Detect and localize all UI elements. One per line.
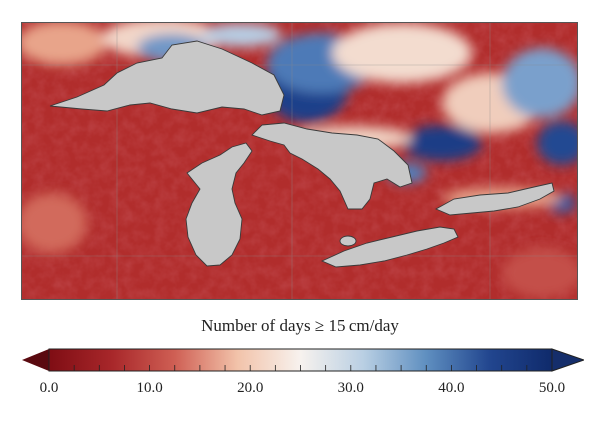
colorbar-tick-label: 20.0 (237, 380, 264, 396)
colorbar-tick-label: 10.0 (136, 380, 163, 396)
lake-ontario (434, 182, 555, 216)
colorbar-title: Number of days ≥ 15 cm/day (201, 316, 399, 335)
colorbar-extend-min-arrow (22, 349, 49, 371)
lakes (49, 40, 555, 268)
colorbar-extend-max-arrow (551, 348, 584, 372)
colorbar-tick-label: 40.0 (438, 380, 465, 396)
lake-erie (320, 226, 459, 268)
lake-superior (49, 40, 285, 116)
colorbar-tick-label: 50.0 (538, 380, 566, 396)
colorbar-ticks (48, 365, 553, 371)
snow-map (21, 22, 578, 300)
colorbar-tick-label: 30.0 (337, 380, 364, 396)
colorbar-tick-label: 0.0 (39, 380, 59, 396)
lake-michigan (185, 142, 253, 267)
lake-st-clair (339, 235, 357, 247)
colorbar (22, 348, 584, 372)
lake-huron (251, 122, 413, 210)
map-grid (22, 23, 577, 299)
map-canvas (22, 23, 577, 299)
